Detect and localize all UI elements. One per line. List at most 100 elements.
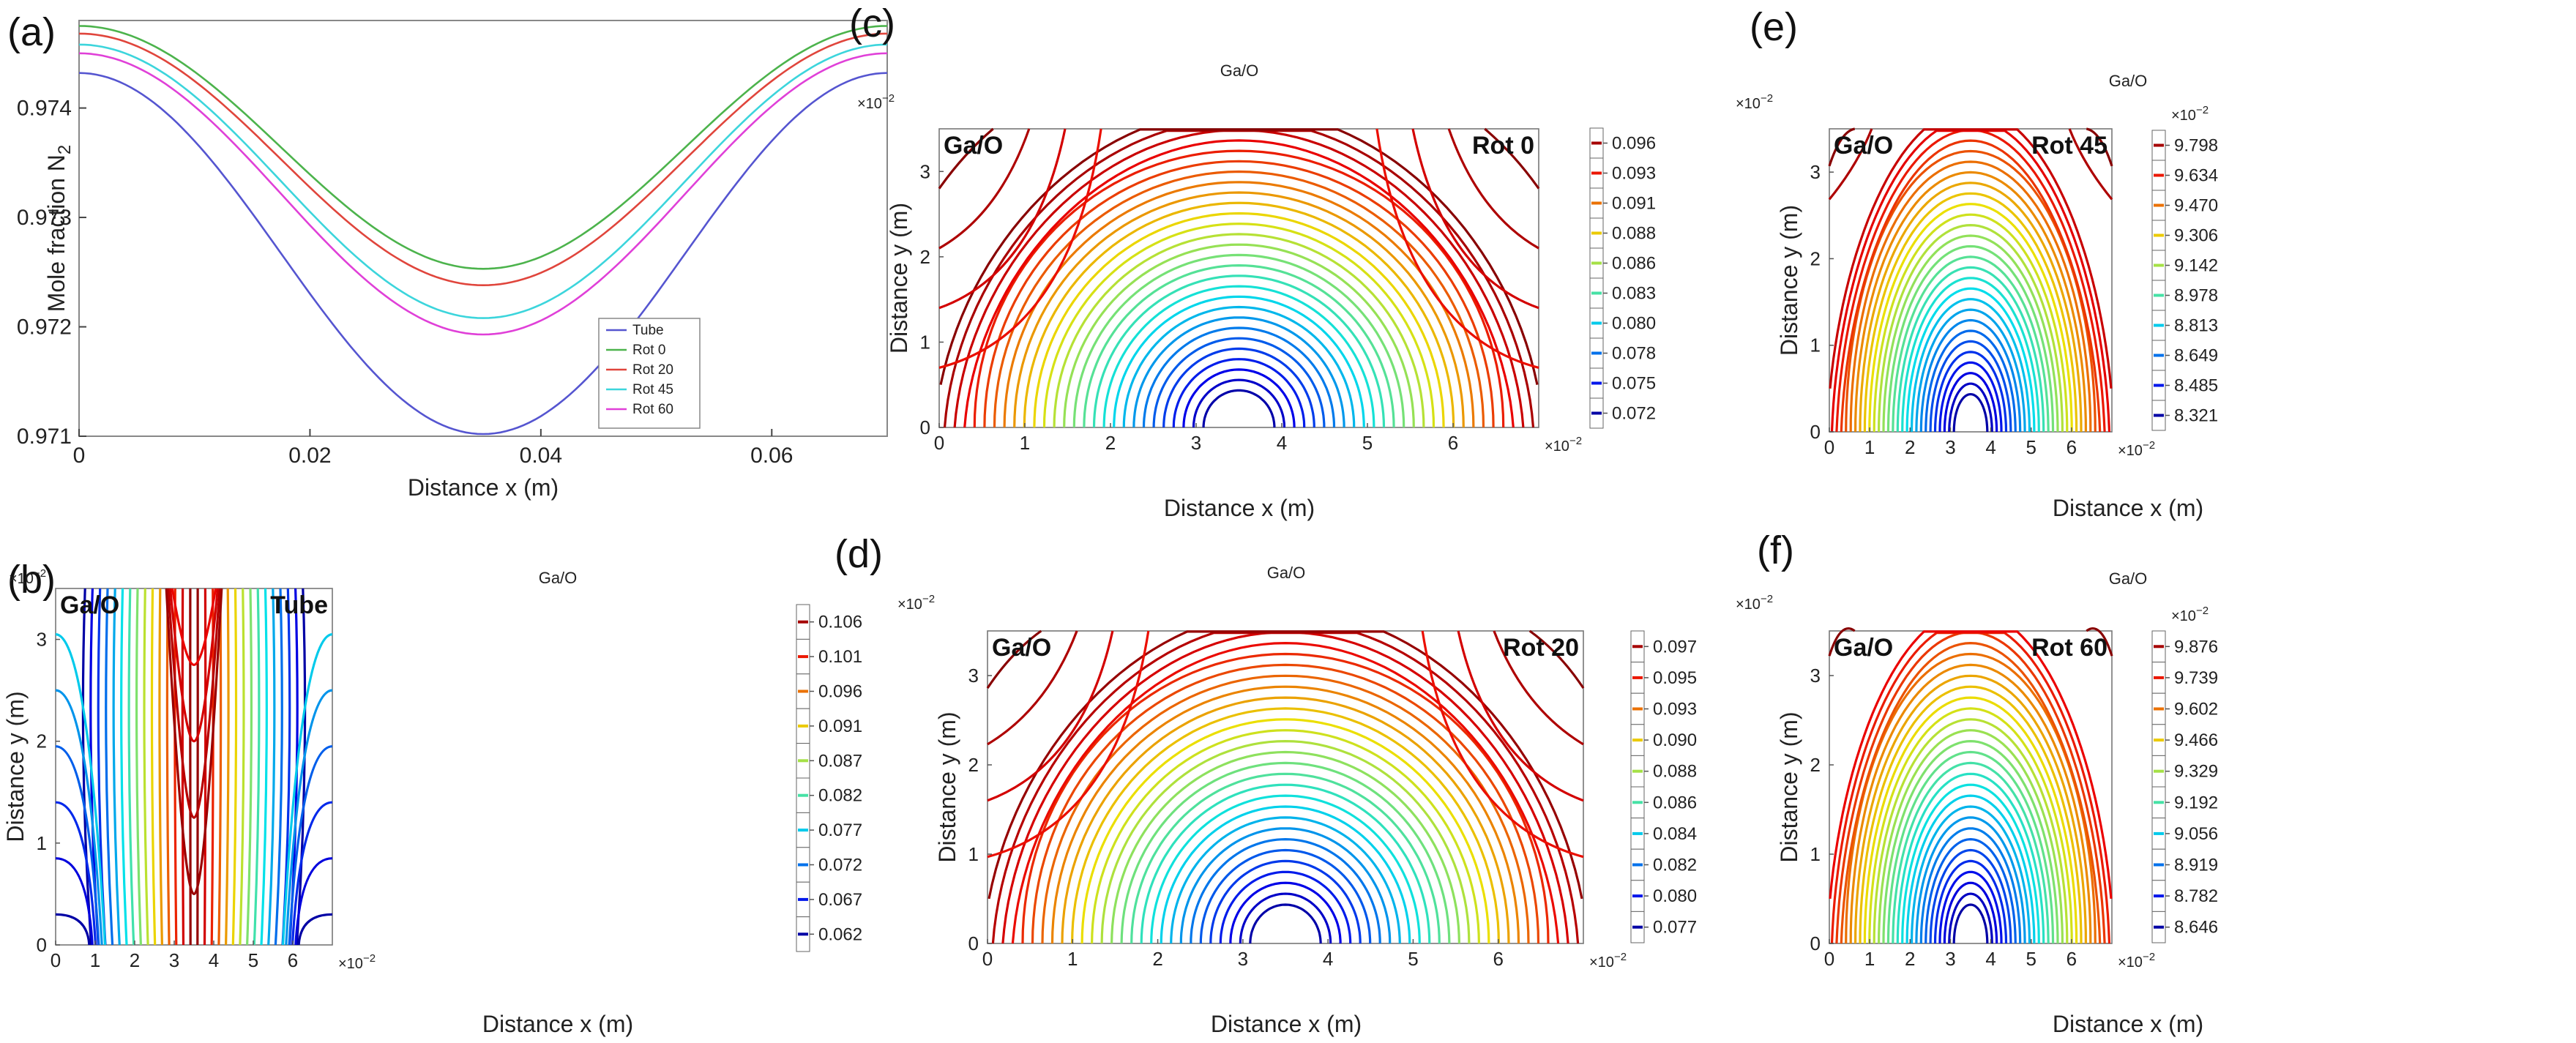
x-tick-label-a: 0.06	[750, 444, 793, 468]
contour-edge-line	[938, 128, 1067, 310]
colorbar-label-d: 0.088	[1653, 762, 1697, 782]
y-exponent-e: ×10−2	[1736, 92, 1773, 112]
x-tick-label-c: 2	[1105, 432, 1116, 454]
y-exponent-f-power: −2	[1761, 593, 1773, 605]
contour-line	[1948, 892, 1993, 943]
contour-side-arc	[291, 801, 333, 946]
colorbar-label-e: 8.485	[2174, 376, 2218, 396]
corner-label-left-e: Ga/O	[1834, 132, 1893, 160]
x-tick-label-b: 1	[90, 949, 100, 971]
contour-line	[1202, 389, 1276, 427]
contour-line	[983, 160, 1495, 428]
colorbar-label-d: 0.090	[1653, 730, 1697, 750]
colorbar-label-f: 8.782	[2174, 886, 2218, 906]
y-exponent-c: ×10−2	[857, 92, 895, 112]
y-tick-label-b: 1	[37, 832, 47, 854]
colorbar-exponent-e-base: ×10	[2171, 108, 2196, 124]
contour-line	[1863, 192, 2078, 433]
contour-line	[1050, 685, 1520, 944]
y-axis-title-a: Mole fraction N2	[43, 145, 75, 313]
colorbar-label-c: 0.072	[1612, 404, 1656, 424]
colorbar-label-f: 9.466	[2174, 730, 2218, 750]
contour-edge-line	[1484, 127, 1540, 190]
colorbar-exponent-f: ×10−2	[2171, 605, 2209, 624]
x-exponent-c-power: −2	[1569, 435, 1582, 447]
contour-line	[1938, 870, 2003, 943]
contour-side-arc	[285, 689, 333, 946]
contour-line	[1170, 816, 1401, 944]
contour-line	[1023, 201, 1455, 428]
contour-line	[1943, 881, 1998, 943]
x-tick-label-f: 5	[2026, 948, 2036, 970]
x-axis-title-b: Distance x (m)	[482, 1011, 633, 1037]
contour-edge-line	[1828, 627, 1856, 657]
contour-line	[973, 149, 1505, 428]
contour-line	[1013, 191, 1465, 428]
corner-label-right-c: Rot 0	[1472, 132, 1534, 160]
colorbar-label-b: 0.106	[818, 613, 862, 632]
panel-label-a: (a)	[7, 10, 56, 54]
y-axis-title-e: Distance y (m)	[1776, 205, 1802, 356]
contour-line	[1033, 212, 1445, 428]
contour-loop	[167, 588, 221, 819]
y-tick-label-c: 3	[920, 160, 930, 182]
contour-line	[1091, 729, 1480, 944]
y-axis-title-d: Distance y (m)	[934, 711, 960, 862]
x-tick-label-d: 0	[982, 948, 993, 970]
x-tick-label-c: 3	[1191, 432, 1201, 454]
contour-line	[127, 588, 135, 946]
contour-line	[1041, 674, 1530, 944]
x-tick-label-b: 0	[51, 949, 61, 971]
x-exponent-e-base: ×10	[2118, 443, 2143, 459]
colorbar-exponent-e-power: −2	[2196, 104, 2209, 116]
contour-edge-line	[986, 629, 1042, 689]
y-tick-label-b: 0	[37, 934, 47, 956]
x-exponent-b: ×10−2	[338, 952, 376, 972]
x-exponent-d-base: ×10	[1589, 954, 1614, 971]
x-exponent-b-power: −2	[363, 952, 376, 965]
y-exponent-f-base: ×10	[1736, 597, 1761, 613]
colorbar-label-e: 9.142	[2174, 256, 2218, 276]
y-tick-label-f: 2	[1810, 754, 1821, 776]
contour-line	[1933, 351, 2008, 433]
contour-loop	[171, 588, 217, 667]
contour-edge-line	[1447, 128, 1539, 250]
colorbar-label-e: 9.798	[2174, 136, 2218, 156]
contour-line	[1905, 287, 2036, 433]
y-tick-label-d: 1	[968, 843, 979, 865]
colorbar-label-c: 0.075	[1612, 374, 1656, 394]
colorbar-exponent-f-power: −2	[2196, 605, 2209, 617]
legend-entry: Rot 45	[632, 382, 673, 397]
plot-title-d: Ga/O	[1267, 564, 1306, 582]
x-exponent-d-power: −2	[1614, 951, 1627, 963]
contour-edge-line	[987, 630, 1114, 802]
colorbar-label-d: 0.097	[1653, 637, 1697, 657]
contour-line	[1830, 130, 2111, 433]
x-exponent-c: ×10−2	[1545, 435, 1582, 455]
y-tick-label-a: 0.974	[17, 97, 72, 121]
contour-line	[1140, 783, 1431, 944]
contour-line	[1878, 729, 2064, 944]
contour-line	[1042, 223, 1436, 428]
colorbar-label-d: 0.080	[1653, 886, 1697, 906]
legend-box-a	[598, 318, 701, 429]
contour-line	[1209, 859, 1362, 944]
contour-line	[1080, 718, 1490, 944]
contour-edge-line	[1457, 630, 1584, 802]
series-line-rot-60	[78, 52, 888, 336]
x-exponent-d: ×10−2	[1589, 951, 1627, 971]
contour-line	[165, 588, 171, 946]
contour-line	[150, 588, 157, 946]
colorbar-label-e: 8.649	[2174, 346, 2218, 366]
contour-line	[1102, 285, 1375, 428]
colorbar-label-d: 0.095	[1653, 668, 1697, 688]
contour-line	[1873, 718, 2069, 944]
contour-line	[1919, 827, 2022, 944]
colorbar-label-e: 8.813	[2174, 316, 2218, 336]
contour-side-arc	[55, 633, 107, 946]
y-tick-label-a: 0.971	[17, 425, 72, 449]
corner-label-right-e: Rot 45	[2031, 132, 2108, 160]
contour-line	[1905, 794, 2036, 944]
x-exponent-c-base: ×10	[1545, 438, 1569, 455]
